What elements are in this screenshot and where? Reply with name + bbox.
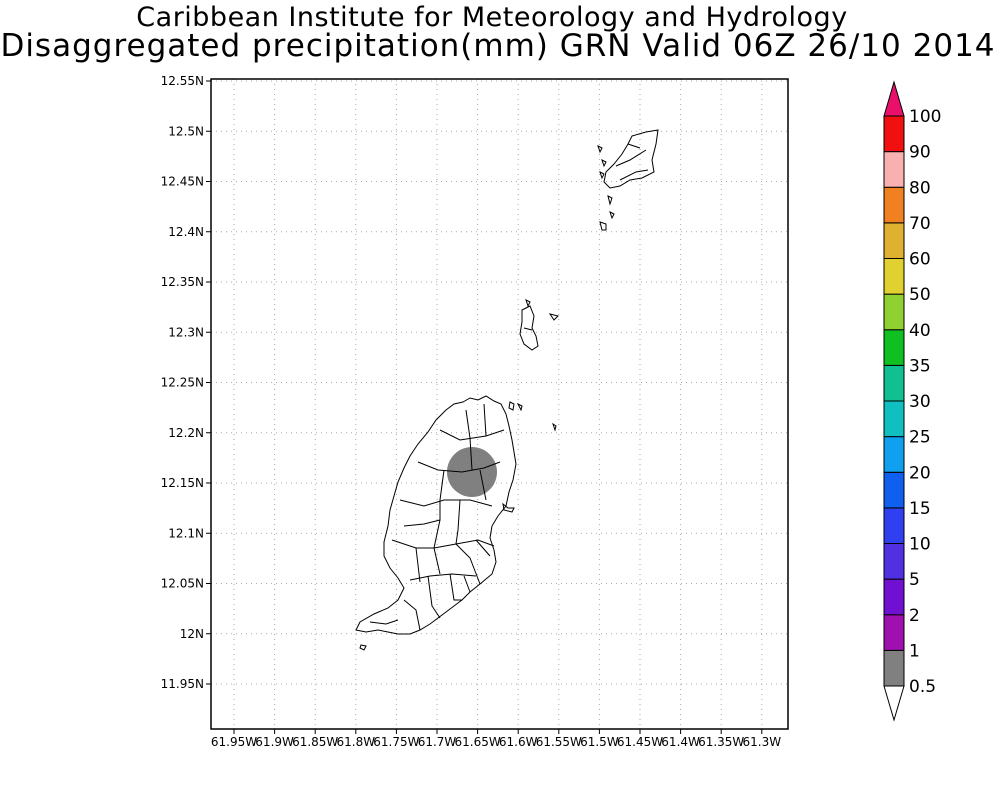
colorbar-label: 30 [909,392,931,412]
x-tick-label: 61.75W [373,735,419,749]
colorbar-swatch [883,151,905,188]
colorbar-swatch [883,186,905,224]
y-tick-label: 12.25N [161,376,204,390]
colorbar-label: 5 [909,570,920,590]
colorbar-swatch [883,400,905,438]
y-tick-label: 12.55N [161,74,204,88]
colorbar-swatch [883,436,905,473]
x-tick-label: 61.3W [743,735,782,749]
x-tick-label: 61.95W [211,735,257,749]
x-tick-label: 61.65W [454,735,500,749]
colorbar-swatch [883,115,905,153]
x-tick-label: 61.9W [255,735,294,749]
colorbar-label: 1 [909,641,920,661]
grenada-island [355,395,517,635]
colorbar-label: 70 [909,214,931,234]
map-title-line1: Caribbean Institute for Meteorology and … [136,2,848,33]
colorbar-swatch [883,507,905,544]
colorbar-label: 25 [909,428,931,448]
colorbar-swatch [883,329,905,366]
colorbar-label: 60 [909,250,931,270]
colorbar-swatch [883,222,905,259]
x-tick-label: 61.7W [418,735,457,749]
colorbar-label: 100 [909,107,941,127]
colorbar-swatch [883,471,905,509]
grid-lines [211,79,788,729]
colorbar-swatch [883,543,905,580]
x-tick-label: 61.45W [617,735,663,749]
colorbar-label: 10 [909,535,931,555]
colorbar-swatch [883,293,905,331]
y-tick-label: 12.05N [161,577,204,591]
map-title-line2: Disaggregated precipitation(mm) GRN Vali… [0,28,996,64]
islets [359,401,557,651]
x-tick-label: 61.8W [337,735,376,749]
y-tick-label: 12.2N [168,426,204,440]
x-axis-ticks: 61.95W61.9W61.85W61.8W61.75W61.7W61.65W6… [211,729,781,749]
y-axis-ticks: 12.55N 12.5N 12.45N 12.4N 12.35N 12.3N 12.25N 1… [161,74,211,691]
carriacou-island [519,299,559,351]
precip-area [447,447,497,497]
colorbar-label: 2 [909,606,920,626]
colorbar-label: 35 [909,356,931,376]
y-tick-label: 12N [180,627,204,641]
colorbar-label: 80 [909,178,931,198]
y-tick-label: 12.5N [168,124,204,138]
colorbar-label: 50 [909,285,931,305]
colorbar-swatch [883,258,905,295]
colorbar-low-arrow [883,685,905,722]
colorbar-swatch [883,649,905,687]
colorbar-swatch [883,614,905,651]
x-tick-label: 61.4W [661,735,700,749]
northern-islands [597,129,659,231]
colorbar-label: 90 [909,143,931,163]
y-tick-label: 12.4N [168,225,204,239]
y-tick-label: 12.15N [161,476,204,490]
x-tick-label: 61.55W [536,735,582,749]
x-tick-label: 61.85W [292,735,338,749]
y-tick-label: 12.3N [168,325,204,339]
y-tick-label: 12.1N [168,526,204,540]
colorbar-label: 20 [909,463,931,483]
colorbar-label: 40 [909,321,931,341]
colorbar-label: 0.5 [909,677,936,697]
x-tick-label: 61.6W [499,735,538,749]
y-tick-label: 12.35N [161,275,204,289]
plot-frame [210,78,789,730]
y-tick-label: 12.45N [161,175,204,189]
colorbar-high-arrow [883,80,905,117]
colorbar-label: 15 [909,499,931,519]
x-tick-label: 61.5W [580,735,619,749]
colorbar-swatch [883,364,905,402]
y-tick-label: 11.95N [161,677,204,691]
x-tick-label: 61.35W [698,735,744,749]
colorbar-swatch [883,578,905,616]
